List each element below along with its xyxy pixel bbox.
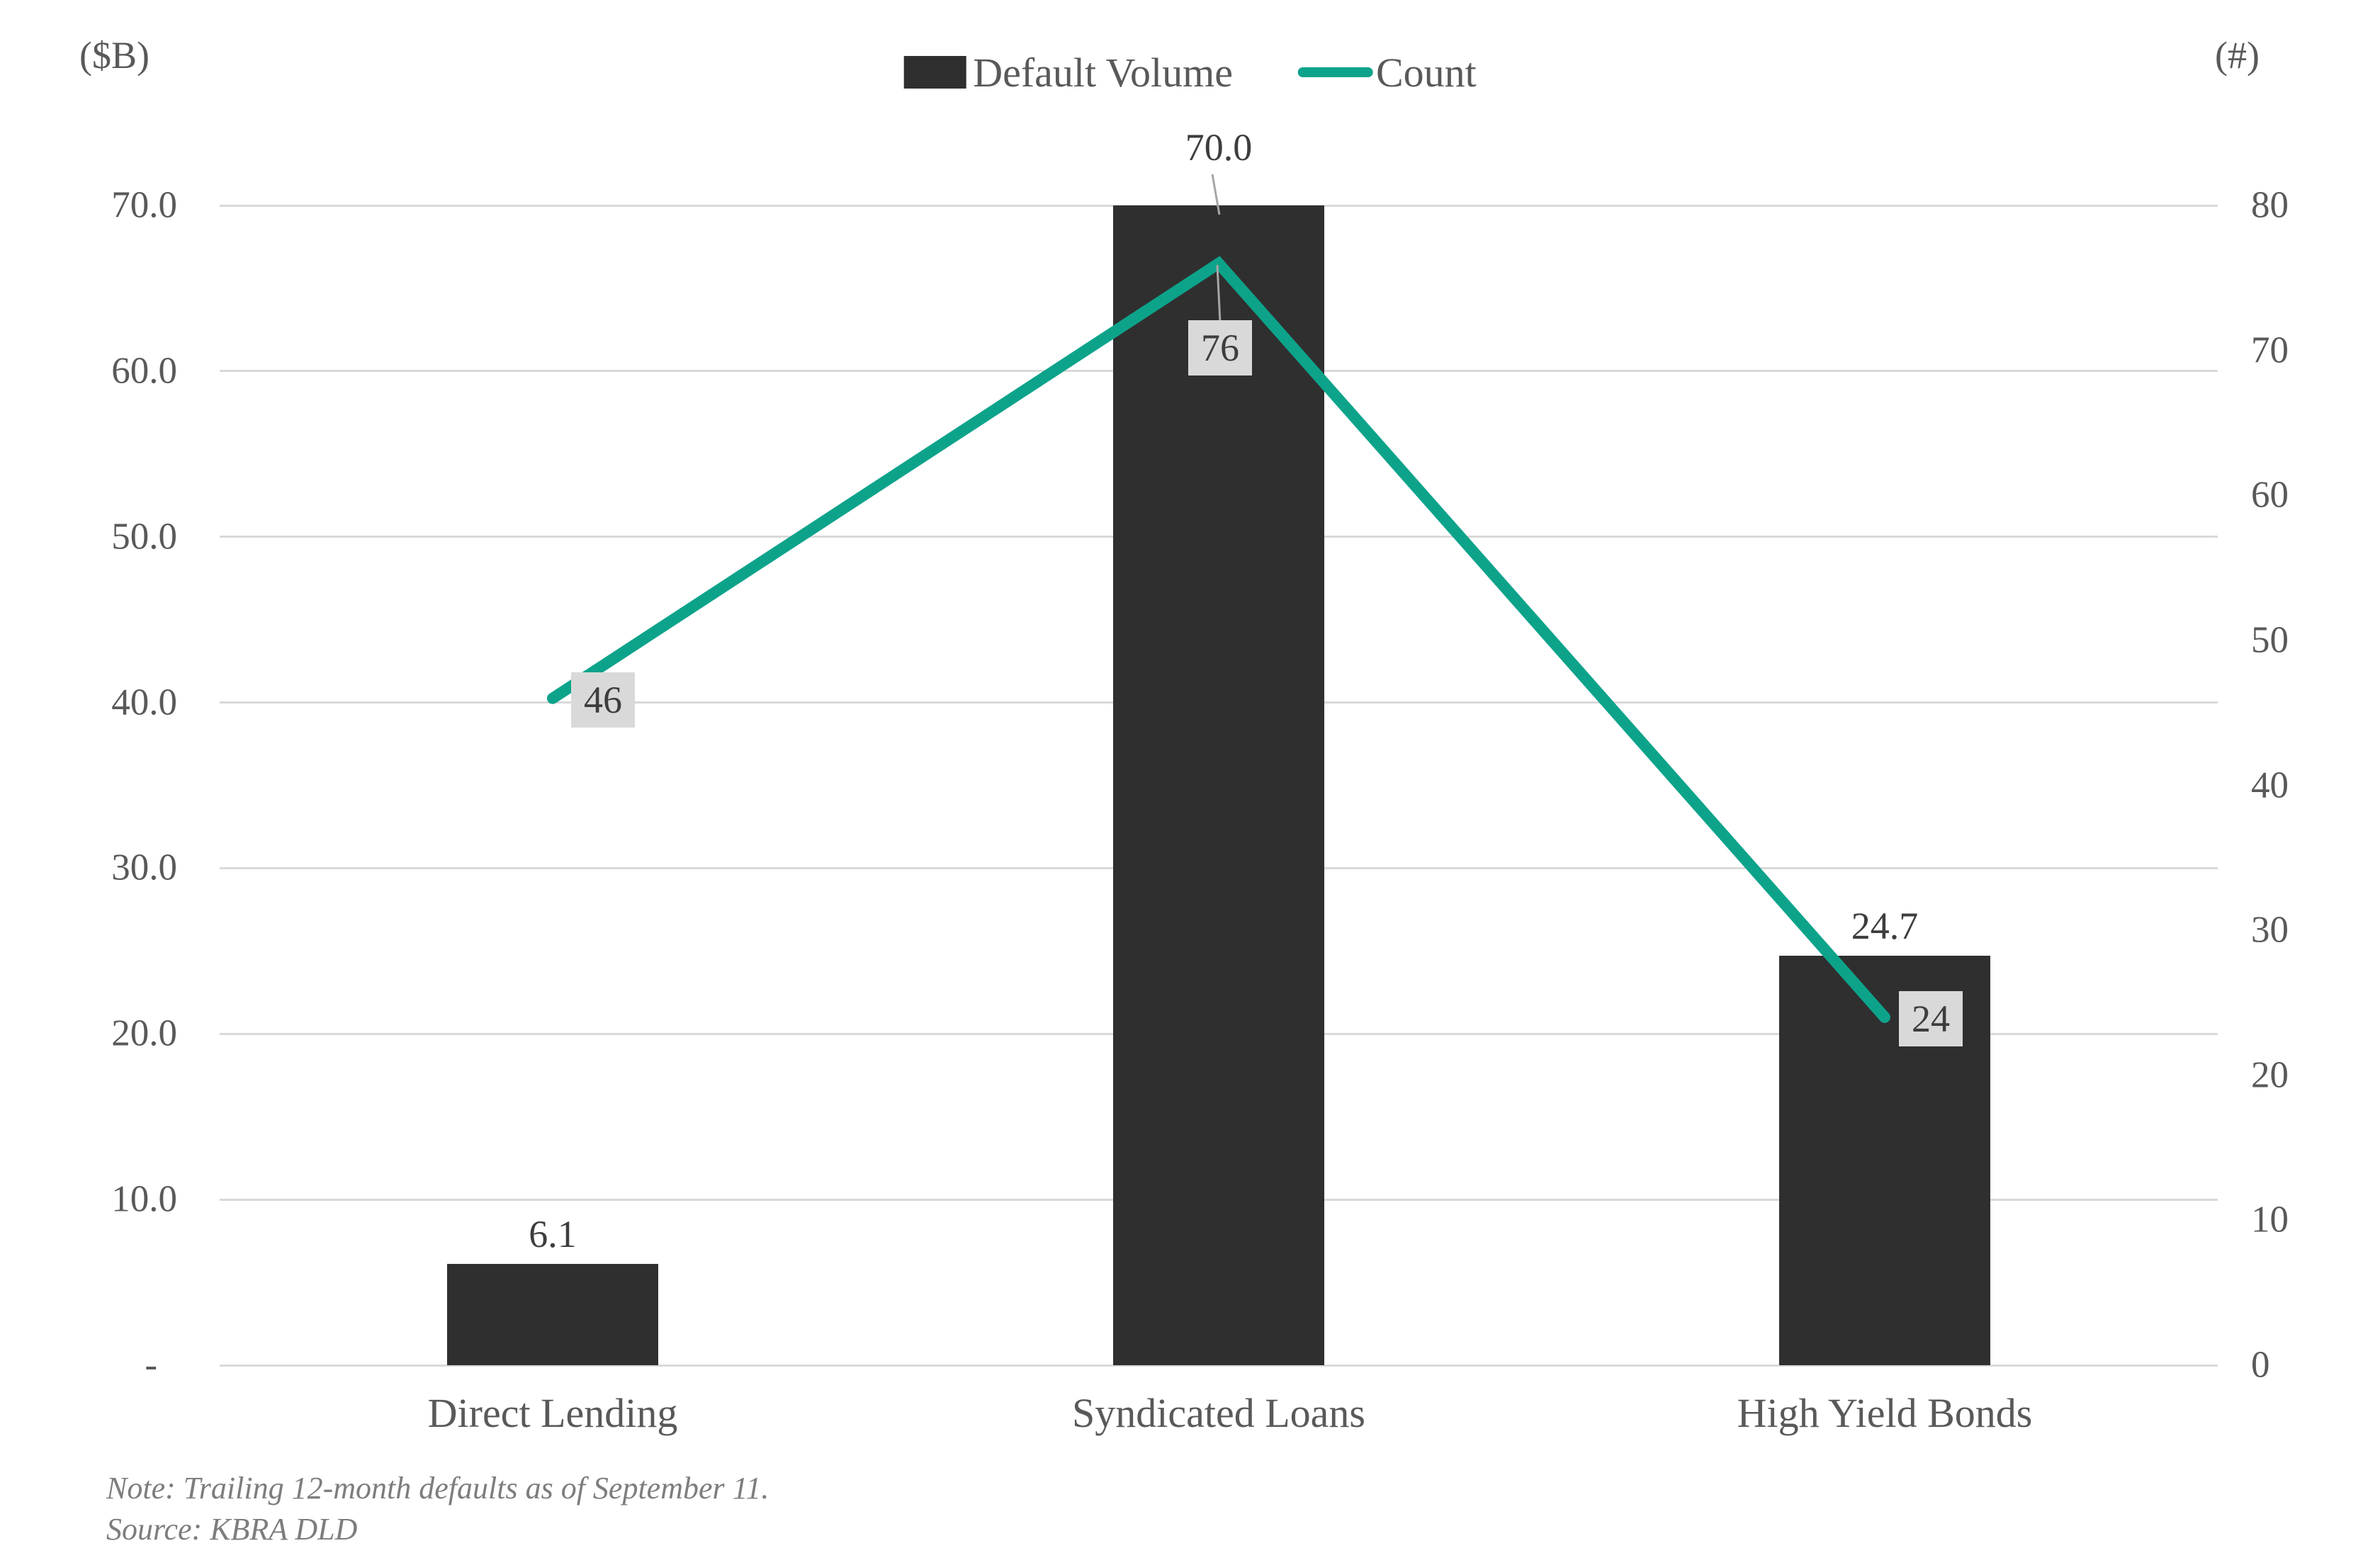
category-label-syndicated-loans: Syndicated Loans (1072, 1390, 1365, 1436)
source-text: Source: KBRA DLD (106, 1512, 358, 1547)
right-axis-tick: 10 (2251, 1199, 2289, 1241)
left-axis-tick: 70.0 (111, 184, 177, 226)
bar-direct-lending (447, 1264, 658, 1365)
right-axis-tick: 70 (2251, 329, 2289, 371)
bar-value-label: 6.1 (529, 1213, 577, 1256)
category-label-direct-lending: Direct Lending (427, 1390, 678, 1436)
footnotes: Note: Trailing 12-month defaults as of S… (106, 1468, 769, 1550)
bar-value-label: 24.7 (1851, 905, 1919, 948)
count-point-label: 76 (1188, 320, 1252, 375)
left-axis-tick: 60.0 (111, 350, 177, 392)
right-axis-tick: 30 (2251, 909, 2289, 951)
left-axis-tick: 40.0 (111, 682, 177, 723)
gridline (220, 1364, 2218, 1367)
category-label-high-yield-bonds: High Yield Bonds (1737, 1390, 2033, 1436)
bar-syndicated-loans (1113, 205, 1324, 1365)
count-point-label: 24 (1899, 990, 1963, 1046)
bar-value-label: 70.0 (1185, 126, 1253, 169)
left-axis-unit-label: ($B) (79, 34, 150, 77)
count-point-label: 46 (571, 672, 635, 728)
right-axis-tick: 60 (2251, 474, 2289, 516)
left-axis-tick: 30.0 (111, 847, 177, 888)
legend-bar-swatch-icon (903, 56, 966, 89)
right-axis-tick: 20 (2251, 1054, 2289, 1096)
right-axis-tick: 40 (2251, 764, 2289, 806)
right-axis-tick: 50 (2251, 619, 2289, 661)
right-axis-tick: 80 (2251, 184, 2289, 226)
right-axis-tick: 0 (2251, 1344, 2270, 1386)
right-axis-unit-label: (#) (2215, 34, 2260, 77)
legend: Default Volume Count (903, 40, 1477, 105)
legend-line-swatch-icon (1297, 67, 1373, 77)
left-axis-tick: 50.0 (111, 516, 177, 558)
left-axis-tick: - (145, 1344, 157, 1386)
legend-item-count: Count (1375, 49, 1477, 96)
legend-item-default-volume: Default Volume (973, 49, 1233, 96)
left-axis-tick: 10.0 (111, 1178, 177, 1220)
left-axis-tick: 20.0 (111, 1012, 177, 1054)
note-text: Note: Trailing 12-month defaults as of S… (106, 1471, 769, 1505)
